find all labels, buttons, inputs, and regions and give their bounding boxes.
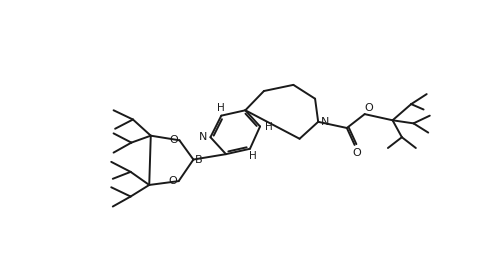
Text: H: H	[217, 103, 225, 113]
Text: B: B	[195, 155, 203, 165]
Text: O: O	[353, 148, 361, 158]
Text: O: O	[364, 103, 373, 113]
Text: O: O	[169, 135, 178, 145]
Text: H: H	[265, 122, 272, 132]
Text: N: N	[321, 117, 329, 127]
Text: N: N	[199, 132, 207, 142]
Text: H: H	[249, 151, 257, 162]
Text: O: O	[168, 176, 177, 186]
